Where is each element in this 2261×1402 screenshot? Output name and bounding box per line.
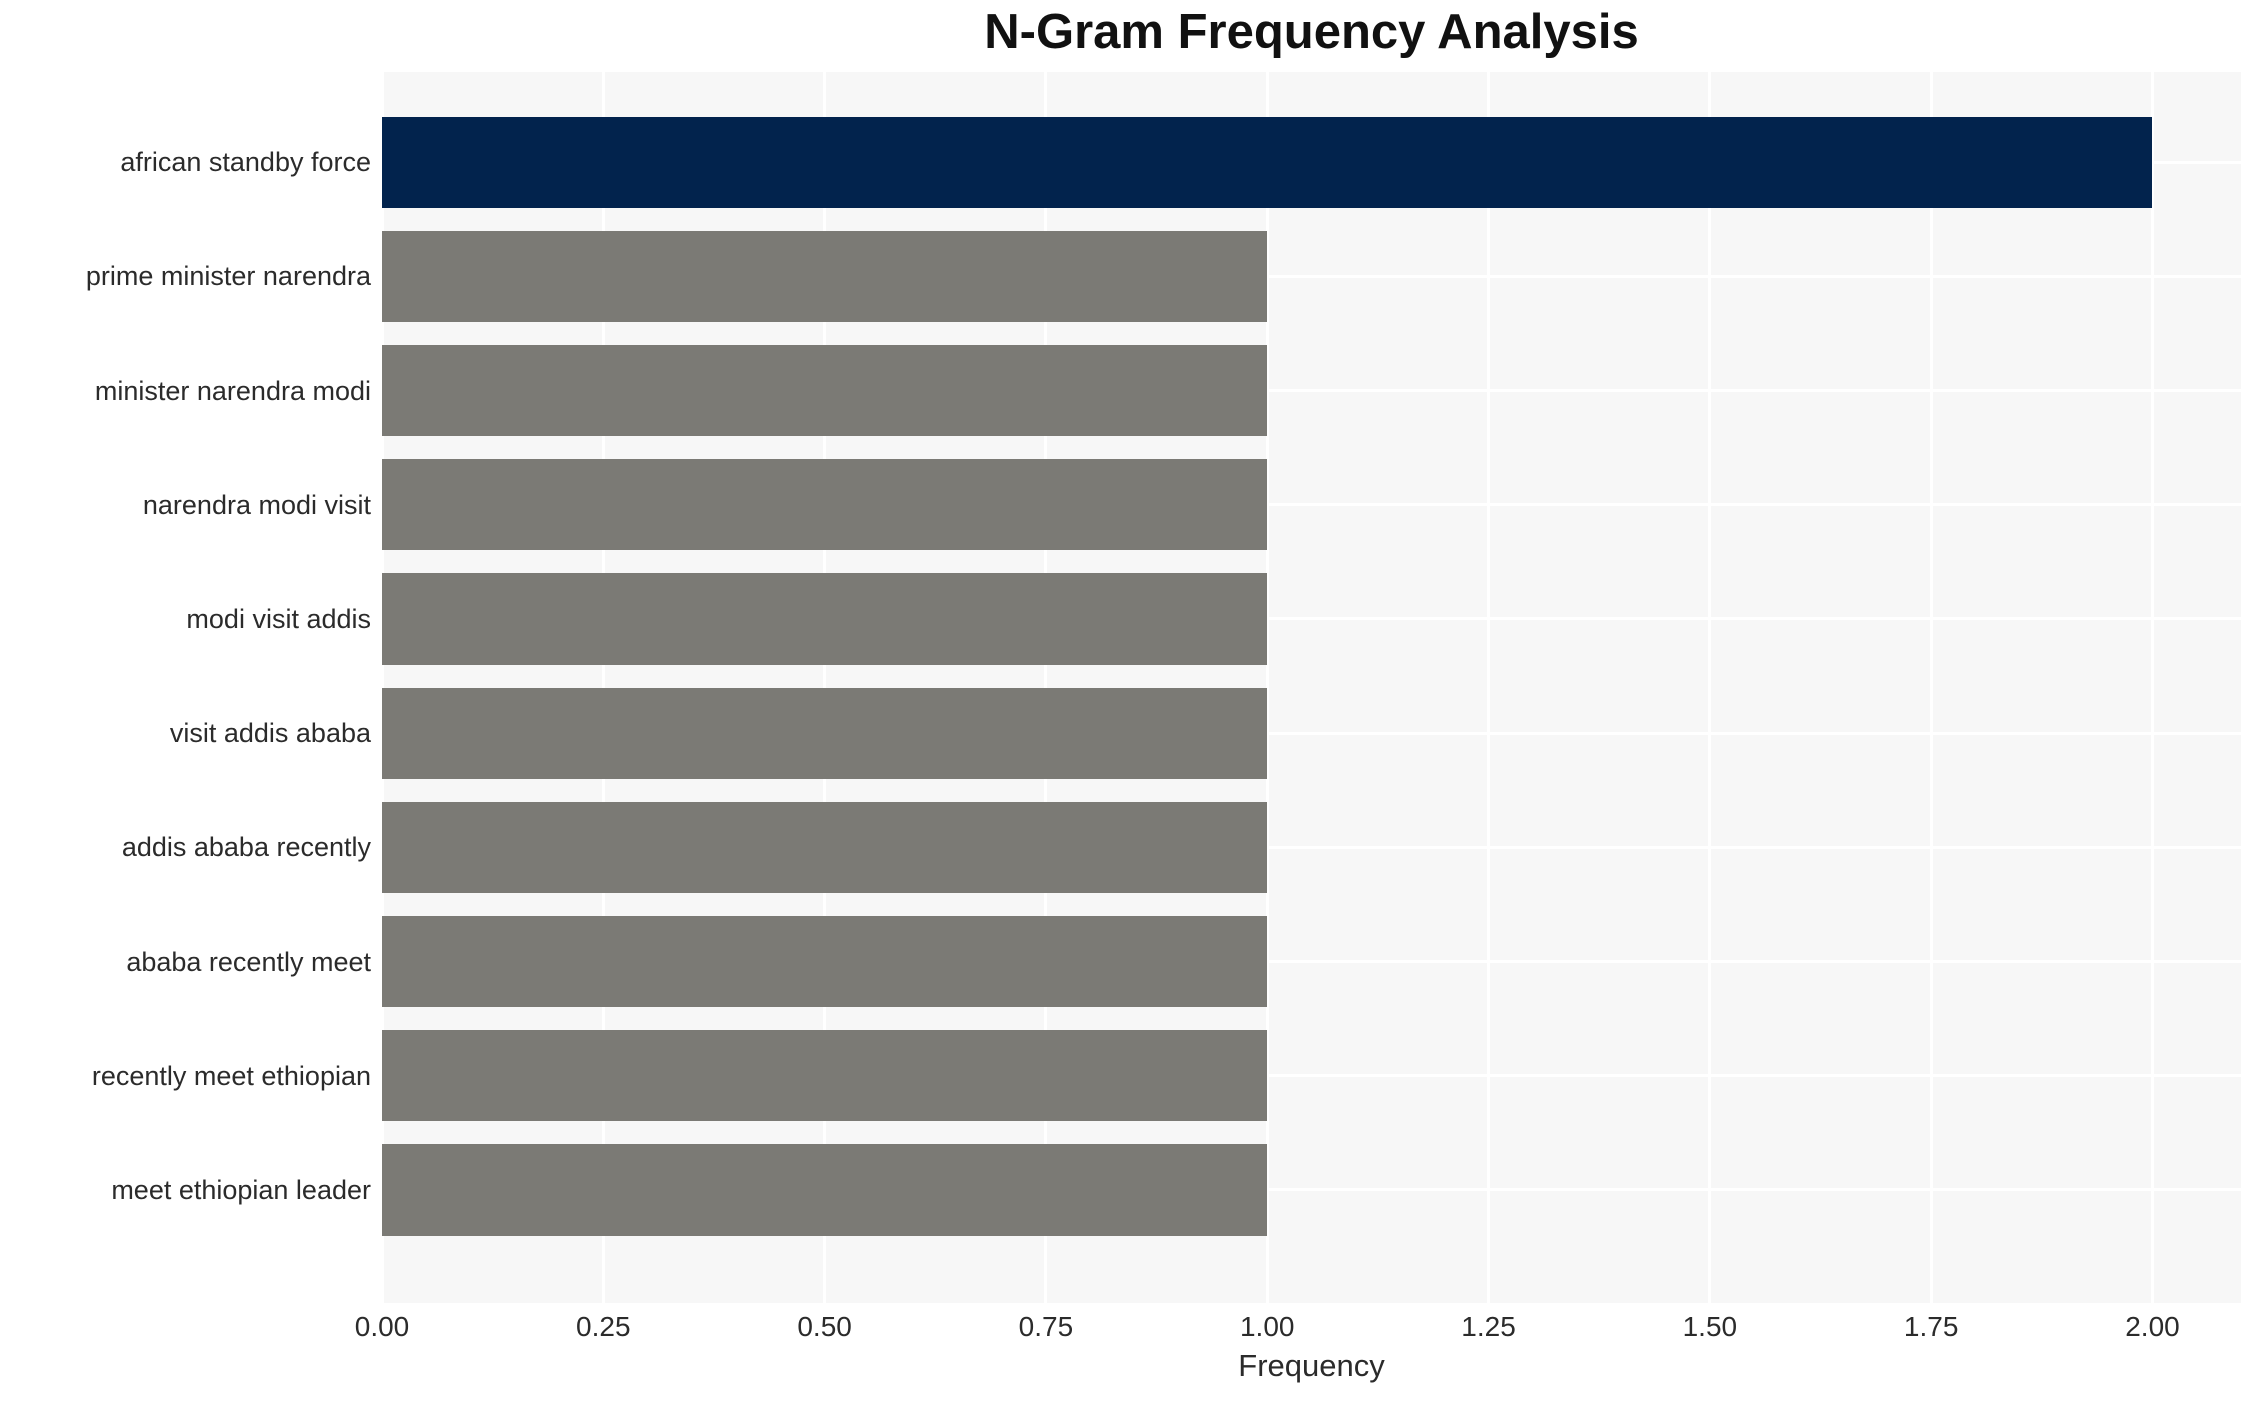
x-tick-label: 1.25 (1461, 1311, 1516, 1342)
gridline-horizontal (382, 503, 2241, 507)
gridline-vertical (1265, 72, 1269, 1303)
gridline-horizontal (382, 960, 2241, 964)
chart-title: N-Gram Frequency Analysis (984, 5, 1639, 59)
bar (382, 915, 1268, 1008)
gridline-horizontal (382, 1188, 2241, 1192)
gridline-vertical (1929, 72, 1933, 1303)
category-label: meet ethiopian leader (111, 1174, 371, 1205)
bar (382, 1030, 1268, 1122)
category-label: visit addis ababa (169, 718, 371, 749)
gridline-vertical (2150, 72, 2154, 1303)
bar (382, 344, 1268, 437)
gridline-vertical (1708, 72, 1712, 1303)
category-label: narendra modi visit (142, 489, 371, 520)
bar (382, 687, 1268, 779)
x-tick-label: 0.75 (1018, 1311, 1074, 1342)
category-label: minister narendra modi (94, 375, 371, 406)
x-tick-label: 0.50 (797, 1311, 852, 1342)
bar (382, 573, 1268, 665)
gridline-horizontal (382, 389, 2241, 393)
category-label: recently meet ethiopian (91, 1060, 371, 1091)
category-label: modi visit addis (186, 603, 371, 634)
bar (382, 459, 1268, 551)
bar (382, 230, 1268, 323)
x-tick-label: 1.75 (1903, 1311, 1959, 1342)
x-tick-label: 1.50 (1682, 1311, 1738, 1342)
bar (382, 1144, 1268, 1236)
gridline-horizontal (382, 731, 2241, 735)
gridline-horizontal (382, 1074, 2241, 1078)
category-label: african standby force (120, 147, 371, 178)
category-label: ababa recently meet (126, 946, 371, 977)
category-label: prime minister narendra (85, 261, 371, 292)
gridline-vertical (1487, 72, 1491, 1303)
gridline-horizontal (382, 274, 2241, 278)
gridline-horizontal (382, 845, 2241, 849)
x-axis-label: Frequency (1238, 1348, 1385, 1383)
x-tick-label: 0.25 (576, 1311, 631, 1342)
x-tick-label: 1.00 (1239, 1311, 1295, 1342)
plot-area (380, 72, 2241, 1303)
x-tick-label: 0.00 (354, 1311, 410, 1342)
x-tick-label: 2.00 (2125, 1311, 2180, 1342)
category-label: addis ababa recently (121, 832, 371, 863)
bar (382, 116, 2153, 208)
gridline-horizontal (382, 617, 2241, 621)
bar (382, 801, 1268, 894)
